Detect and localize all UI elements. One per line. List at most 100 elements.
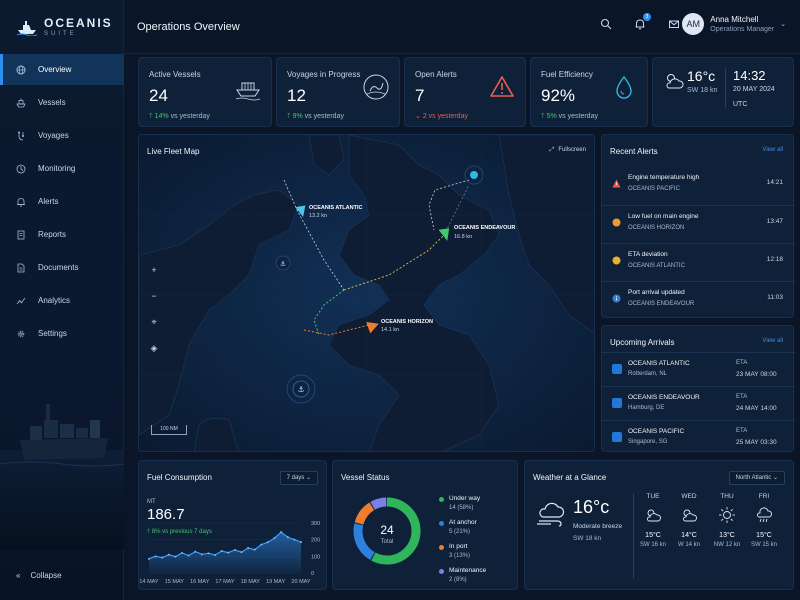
brand-sub: SUITE bbox=[44, 31, 77, 37]
kpi-delta-text: vs yesterday bbox=[558, 113, 598, 120]
kpi-card-active-vessels[interactable]: Active Vessels 24 🡑 14% vs yesterday bbox=[138, 57, 272, 127]
fullscreen-button[interactable]: ⤢ Fullscreen bbox=[550, 147, 587, 154]
recent-alerts-view-all-link[interactable]: View all bbox=[762, 147, 783, 153]
sidebar-item-label: Documents bbox=[38, 263, 79, 272]
sidebar-item-overview[interactable]: Overview bbox=[0, 54, 124, 85]
fuel-data-point[interactable] bbox=[273, 537, 276, 539]
fuel-data-point[interactable] bbox=[214, 554, 217, 556]
fuel-data-point[interactable] bbox=[227, 551, 230, 554]
sidebar-item-voyages[interactable]: Voyages bbox=[0, 120, 124, 151]
x-tick-label: 19 MAY bbox=[266, 579, 285, 585]
svg-text:⚓: ⚓ bbox=[280, 260, 286, 268]
fuel-data-point[interactable] bbox=[247, 547, 250, 549]
vessel-marker-horizon[interactable] bbox=[366, 320, 380, 334]
fuel-data-point[interactable] bbox=[253, 548, 256, 551]
sidebar-item-monitoring[interactable]: Monitoring bbox=[0, 153, 124, 184]
vessel-marker-endeavour[interactable] bbox=[438, 225, 455, 242]
fuel-data-point[interactable] bbox=[194, 550, 197, 553]
fuel-data-point[interactable] bbox=[161, 556, 164, 559]
live-fleet-map[interactable]: ⚓ ⚓ Live Fleet Map ⤢ Fullscreen OCEANIS A… bbox=[138, 134, 595, 452]
sidebar-item-vessels[interactable]: Vessels bbox=[0, 87, 124, 118]
alert-row[interactable]: Low fuel on main engine OCEANIS HORIZON … bbox=[602, 205, 795, 243]
anchor-pin-1[interactable]: ⚓ bbox=[275, 255, 291, 271]
kpi-delta-text: vs yesterday bbox=[170, 113, 210, 120]
fuel-data-point[interactable] bbox=[286, 536, 289, 539]
vessel-status-donut[interactable] bbox=[347, 491, 427, 571]
user-menu[interactable]: AM Anna Mitchell Operations Manager ⌄ bbox=[682, 13, 786, 35]
fuel-range-dropdown[interactable]: 7 days ⌄ bbox=[279, 471, 318, 485]
glance-description: Moderate breeze bbox=[573, 523, 623, 530]
sidebar-item-analytics[interactable]: Analytics bbox=[0, 285, 124, 316]
alert-vessel: OCEANIS HORIZON bbox=[628, 225, 685, 231]
arrival-row[interactable]: OCEANIS ATLANTIC Rotterdam, NL ETA 23 MA… bbox=[602, 352, 795, 386]
brand-name: OCEANIS bbox=[44, 16, 113, 30]
forecast-temp: 15°C bbox=[645, 532, 661, 539]
donut-segment[interactable] bbox=[353, 497, 421, 565]
sidebar-item-documents[interactable]: Documents bbox=[0, 252, 124, 283]
zoom-out-button[interactable]: − bbox=[151, 291, 157, 301]
forecast-day-fri: FRI 15°C SW 15 kn bbox=[746, 493, 782, 548]
fuel-data-point[interactable] bbox=[174, 555, 177, 558]
fuel-data-point[interactable] bbox=[167, 553, 170, 556]
sidebar-item-label: Alerts bbox=[38, 197, 59, 206]
map-canvas[interactable]: ⚓ ⚓ bbox=[139, 135, 595, 452]
fuel-data-point[interactable] bbox=[233, 549, 236, 551]
alert-row[interactable]: ETA deviation OCEANIS ATLANTIC 12:18 bbox=[602, 243, 795, 281]
kpi-card-fuel-efficiency[interactable]: Fuel Efficiency 92% 🡑 5% vs yesterday bbox=[530, 57, 648, 127]
chevron-down-icon: ⌄ bbox=[772, 475, 778, 481]
fuel-data-point[interactable] bbox=[266, 541, 269, 544]
fuel-consumption-chart[interactable]: 300 200 100 0 14 MAY 15 MAY 16 MAY 17 MAY 18 MAY… bbox=[139, 461, 329, 591]
user-name: Anna Mitchell bbox=[710, 15, 759, 24]
search-icon[interactable] bbox=[600, 18, 612, 30]
region-dropdown[interactable]: North Atlantic ⌄ bbox=[728, 471, 785, 485]
zoom-in-button[interactable]: + bbox=[151, 265, 157, 275]
kpi-delta: 🡑 9% vs yesterday bbox=[287, 112, 344, 123]
alert-row[interactable]: Port arrival updated OCEANIS ENDEAVOUR 1… bbox=[602, 281, 795, 319]
arrival-row[interactable]: OCEANIS PACIFIC Singapore, SG ETA 25 MAY… bbox=[602, 420, 795, 454]
collapse-button[interactable]: « Collapse bbox=[16, 571, 62, 580]
port-pin[interactable] bbox=[464, 165, 484, 185]
sidebar-item-reports[interactable]: Reports bbox=[0, 219, 124, 250]
fuel-data-point[interactable] bbox=[240, 551, 243, 554]
vessel-marker-atlantic[interactable] bbox=[295, 204, 309, 219]
bell-icon bbox=[16, 197, 26, 207]
layers-button[interactable]: ◈ bbox=[150, 343, 158, 353]
ship-icon bbox=[235, 82, 261, 101]
forecast-day: TUE bbox=[646, 493, 660, 500]
mail-icon[interactable] bbox=[668, 18, 680, 30]
sidebar-item-settings[interactable]: Settings bbox=[0, 318, 124, 349]
map-title: Live Fleet Map bbox=[147, 147, 200, 156]
fuel-data-point[interactable] bbox=[187, 554, 190, 557]
sun-icon bbox=[719, 507, 735, 523]
x-tick-label: 14 MAY bbox=[139, 579, 158, 585]
fuel-data-point[interactable] bbox=[220, 550, 223, 552]
sidebar-item-alerts[interactable]: Alerts bbox=[0, 186, 124, 217]
fuel-delta: 🡑 8% vs previous 7 days bbox=[147, 527, 212, 537]
notification-bell-icon[interactable]: 3 bbox=[634, 13, 651, 30]
kpi-card-open-alerts[interactable]: Open Alerts 7 ⌄ 2 vs yesterday bbox=[404, 57, 526, 127]
anchor-pin-2[interactable]: ⚓ bbox=[286, 374, 316, 404]
collapse-label: Collapse bbox=[30, 571, 62, 580]
glance-wind: SW 18 kn bbox=[573, 535, 602, 542]
fuel-data-point[interactable] bbox=[154, 555, 157, 558]
fuel-data-point[interactable] bbox=[200, 553, 203, 556]
recenter-button[interactable]: ⌖ bbox=[151, 317, 157, 327]
fuel-data-point[interactable] bbox=[280, 531, 283, 534]
fuel-data-point[interactable] bbox=[293, 538, 296, 541]
kpi-delta-value: 14% bbox=[154, 113, 169, 120]
fuel-data-point[interactable] bbox=[207, 552, 210, 555]
alert-row[interactable]: Engine temperature high OCEANIS PACIFIC … bbox=[602, 167, 795, 205]
legend-value: 5 (21%) bbox=[449, 529, 471, 535]
arrival-row[interactable]: OCEANIS ENDEAVOUR Hamburg, DE ETA 24 MAY… bbox=[602, 386, 795, 420]
fuel-data-point[interactable] bbox=[181, 552, 184, 554]
arrivals-view-all-link[interactable]: View all bbox=[762, 338, 783, 344]
kpi-card-voyages[interactable]: Voyages in Progress 12 🡑 9% vs yesterday bbox=[276, 57, 400, 127]
brand-logo[interactable]: OCEANIS SUITE bbox=[16, 16, 113, 37]
fuel-data-point[interactable] bbox=[148, 557, 150, 560]
fuel-data-point[interactable] bbox=[300, 541, 302, 544]
fuel-data-point[interactable] bbox=[260, 543, 263, 546]
vessel-speed-horizon: 14.1 kn bbox=[381, 327, 400, 333]
partly-cloudy-icon bbox=[647, 509, 661, 522]
forecast-wind: W 14 kn bbox=[677, 542, 700, 548]
donut-segment[interactable] bbox=[353, 497, 421, 565]
